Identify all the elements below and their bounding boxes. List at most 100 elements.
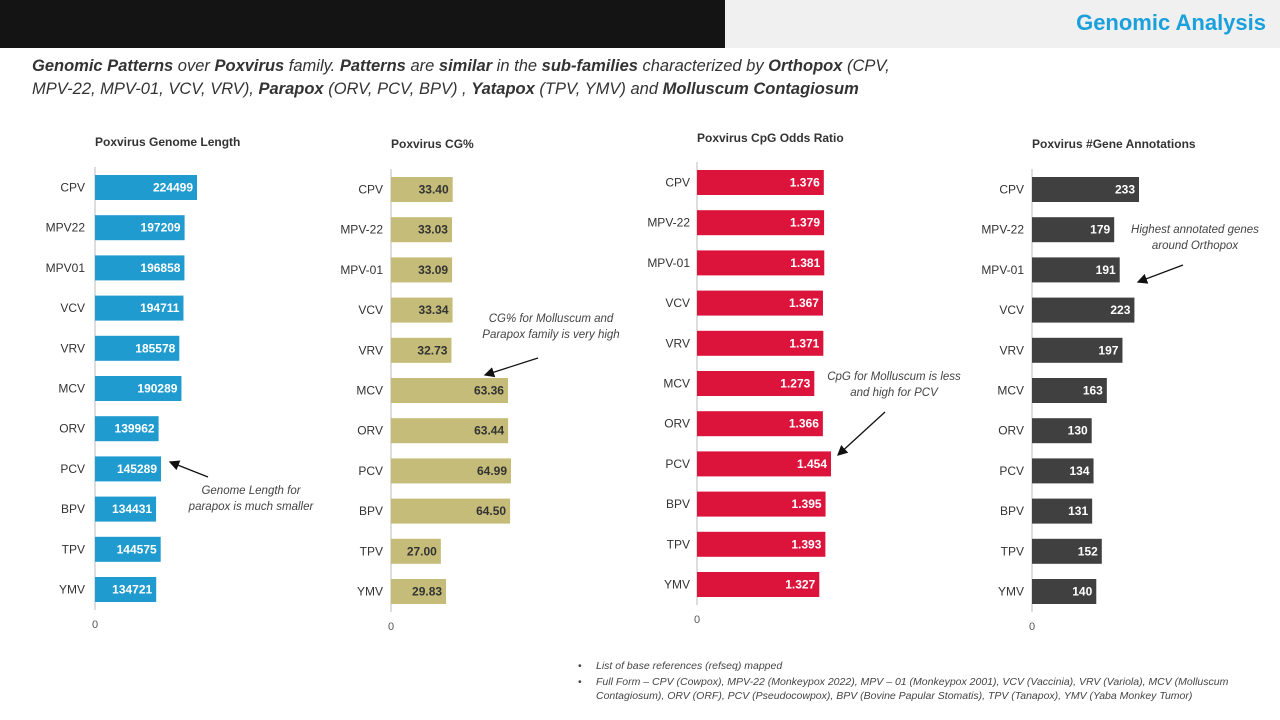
category-label: VCV <box>999 303 1024 317</box>
bar <box>95 335 180 361</box>
data-label: 64.50 <box>476 504 506 518</box>
data-label: 144575 <box>117 542 157 556</box>
category-label: BPV <box>61 502 85 516</box>
bar <box>391 337 452 363</box>
category-label: YMV <box>357 585 383 599</box>
data-label: 1.327 <box>785 578 815 592</box>
bar <box>95 496 157 522</box>
bar <box>391 297 453 323</box>
subtitle-segment: are <box>405 57 439 75</box>
genome-note-arrow <box>168 460 209 478</box>
bar <box>697 491 826 517</box>
bar <box>697 531 826 557</box>
bar <box>1032 337 1123 363</box>
bar <box>697 330 824 356</box>
bar <box>391 498 511 524</box>
bar <box>1032 257 1120 283</box>
subtitle-segment: Yatapox <box>471 80 535 98</box>
cpg-note-arrow <box>837 411 886 456</box>
category-label: MPV-01 <box>981 263 1024 277</box>
data-label: 145289 <box>117 462 157 476</box>
data-label: 1.395 <box>792 497 822 511</box>
subtitle-segment: Poxvirus <box>214 57 285 75</box>
data-label: 134 <box>1070 464 1090 478</box>
footnote-item: List of base references (refseq) mapped <box>578 659 1258 673</box>
category-label: PCV <box>358 464 383 478</box>
bar <box>95 215 185 241</box>
category-label: MCV <box>997 384 1024 398</box>
cg-note-arrow <box>483 357 539 378</box>
subtitle-segment: Patterns <box>339 57 406 75</box>
cg-percent-note: CG% for Molluscum and Parapox family is … <box>482 313 620 341</box>
bar <box>1032 297 1135 323</box>
bar <box>391 257 453 283</box>
category-label: TPV <box>62 542 85 556</box>
data-label: 1.376 <box>790 176 820 190</box>
bar <box>697 572 820 597</box>
chart-title: Poxvirus CpG Odds Ratio <box>697 131 844 145</box>
bar <box>1032 378 1107 403</box>
bar <box>1032 498 1093 524</box>
category-label: VRV <box>61 341 85 355</box>
category-label: MCV <box>356 384 383 398</box>
bar <box>95 536 161 562</box>
category-label: TPV <box>667 537 690 551</box>
data-label: 223 <box>1110 303 1130 317</box>
page-title: Genomic Analysis <box>1076 10 1266 35</box>
bar <box>697 290 823 316</box>
data-label: 1.393 <box>791 537 821 551</box>
category-label: VCV <box>60 301 85 315</box>
category-label: PCV <box>60 462 85 476</box>
data-label: 163 <box>1083 384 1103 398</box>
chart-title: Poxvirus Genome Length <box>95 135 240 149</box>
data-label: 134721 <box>112 583 152 597</box>
data-label: 1.454 <box>797 457 827 471</box>
data-label: 33.40 <box>419 183 449 197</box>
data-label: 194711 <box>140 301 180 315</box>
bar <box>697 250 825 276</box>
slide-subtitle: Genomic Patterns over Poxvirus family. P… <box>32 55 912 101</box>
category-label: MPV-22 <box>647 216 690 230</box>
data-label: 190289 <box>137 382 177 396</box>
subtitle-segment: characterized by <box>637 57 769 75</box>
data-label: 63.44 <box>474 424 504 438</box>
gene-note-arrow <box>1136 264 1184 284</box>
category-label: MPV-22 <box>981 223 1024 237</box>
subtitle-segment: (CPV, MPV-22, MPV-01, VCV, VRV), <box>32 57 890 98</box>
bar <box>95 416 159 442</box>
chart-title: Poxvirus CG% <box>391 137 474 151</box>
category-label: YMV <box>664 578 690 592</box>
subtitle-segment: similar <box>438 57 493 75</box>
gene-annotations-note: Highest annotated genes around Orthopox <box>1131 224 1259 252</box>
bar <box>95 456 162 482</box>
bar <box>391 217 452 243</box>
category-label: VCV <box>665 296 690 310</box>
data-label: 1.371 <box>789 336 819 350</box>
data-label: 191 <box>1096 263 1116 277</box>
data-label: 140 <box>1072 585 1092 599</box>
category-label: MPV22 <box>46 221 86 235</box>
data-label: 139962 <box>115 422 155 436</box>
category-label: PCV <box>665 457 690 471</box>
bar <box>1032 458 1094 484</box>
category-label: YMV <box>59 583 85 597</box>
category-label: TPV <box>360 544 383 558</box>
category-label: BPV <box>1000 504 1024 518</box>
subtitle-segment: Molluscum Contagiosum <box>662 80 859 98</box>
bar <box>95 255 185 281</box>
data-label: 1.366 <box>789 417 819 431</box>
subtitle-segment: family. <box>284 57 340 75</box>
category-label: VRV <box>1000 343 1024 357</box>
bar <box>391 177 453 202</box>
bar <box>1032 177 1139 202</box>
bar <box>391 538 441 564</box>
data-label: 130 <box>1068 424 1088 438</box>
footnotes: List of base references (refseq) mapped … <box>578 659 1258 705</box>
bar <box>1032 217 1115 243</box>
chart-title: Poxvirus #Gene Annotations <box>1032 137 1196 151</box>
data-label: 63.36 <box>474 384 504 398</box>
bar <box>95 295 184 321</box>
